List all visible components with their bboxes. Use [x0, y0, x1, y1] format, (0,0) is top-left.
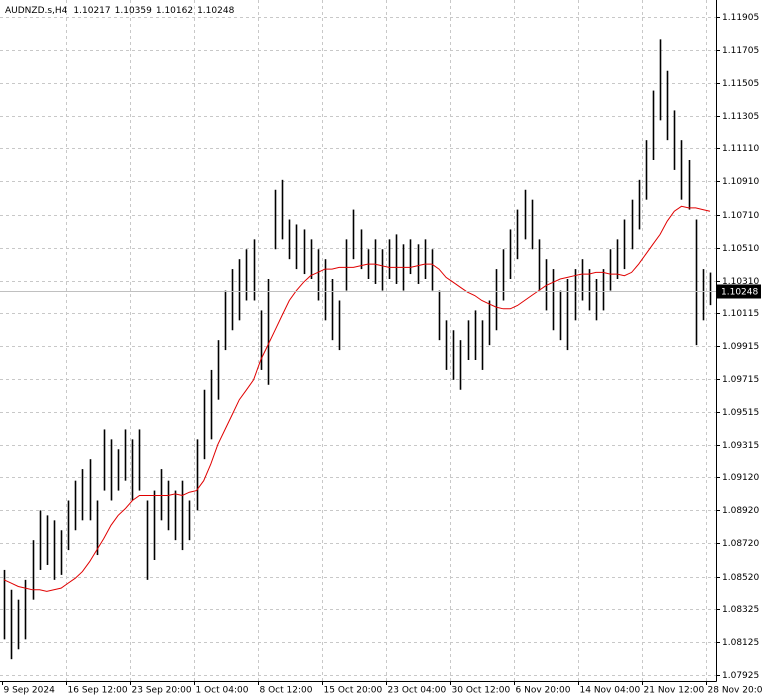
y-tick-label: 1.10510 [722, 244, 759, 254]
current-price-box [717, 284, 761, 299]
y-tick-label: 1.11505 [722, 79, 759, 89]
y-tick-label: 1.11905 [722, 13, 759, 23]
x-tick-label: 9 Sep 2024 [4, 686, 56, 696]
x-tick-label: 21 Nov 12:00 [644, 686, 705, 696]
y-tick-label: 1.09315 [722, 441, 759, 451]
close: 1.10248 [197, 6, 234, 16]
y-tick-label: 1.10115 [722, 309, 759, 319]
y-tick-label: 1.08920 [722, 506, 759, 516]
marks [0, 39, 716, 660]
y-tick-label: 1.08125 [722, 638, 759, 648]
y-tick-label: 1.08520 [722, 573, 759, 583]
y-tick-label: 1.10910 [722, 177, 759, 187]
y-tick-label: 1.10310 [722, 277, 759, 287]
x-tick-label: 30 Oct 12:00 [452, 686, 511, 696]
symbol: AUDNZD.s,H4 [5, 6, 68, 16]
y-tick-label: 1.09915 [722, 342, 759, 352]
low: 1.10162 [156, 6, 193, 16]
y-tick-label: 1.10710 [722, 211, 759, 221]
y-tick-label: 1.11705 [722, 46, 759, 56]
x-tick-label: 23 Sep 20:00 [132, 686, 192, 696]
x-tick-label: 14 Nov 04:00 [580, 686, 641, 696]
y-tick-label: 1.09715 [722, 375, 759, 385]
chart-header: AUDNZD.s,H4 1.10217 1.10359 1.10162 1.10248 [5, 6, 235, 16]
open: 1.10217 [73, 6, 110, 16]
x-tick-label: 15 Oct 20:00 [324, 686, 383, 696]
y-tick-label: 1.08720 [722, 539, 759, 549]
moving-average [3, 205, 711, 592]
x-tick-label: 28 Nov 20:00 [708, 686, 763, 696]
y-tick-label: 1.09515 [722, 408, 759, 418]
y-tick-label: 1.11305 [722, 112, 759, 122]
x-tick-label: 23 Oct 04:00 [388, 686, 447, 696]
x-tick-label: 16 Sep 12:00 [68, 686, 128, 696]
y-tick-label: 1.08325 [722, 605, 759, 615]
current-price-label: 1.10248 [721, 288, 758, 298]
high: 1.10359 [115, 6, 152, 16]
axes: 1.11905 1.11705 1.11505 1.11305 1.11110 1.109… [2, 13, 763, 696]
y-tick-label: 1.07925 [722, 671, 759, 681]
y-tick-label: 1.09120 [722, 473, 759, 483]
x-tick-label: 6 Nov 20:00 [516, 686, 571, 696]
x-tick-label: 8 Oct 12:00 [260, 686, 313, 696]
y-tick-label: 1.11110 [722, 144, 759, 154]
x-tick-label: 1 Oct 04:00 [196, 686, 249, 696]
